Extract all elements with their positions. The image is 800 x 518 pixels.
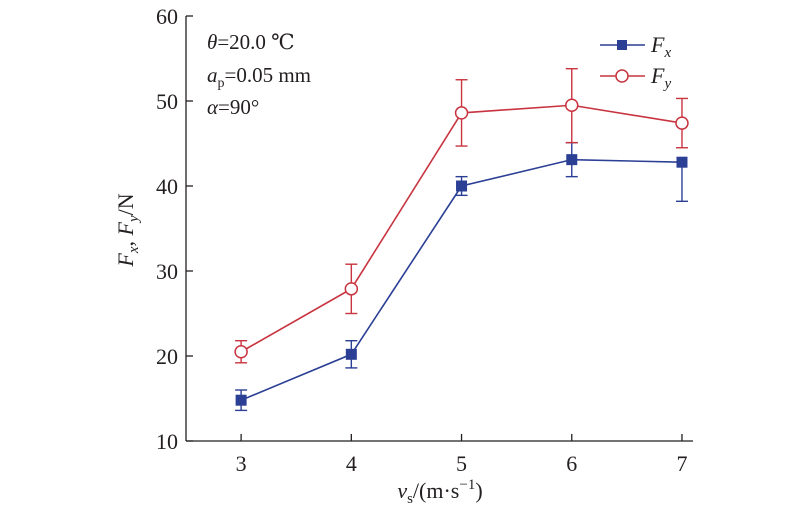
series-fx-point-2 — [456, 180, 468, 192]
annotation-angle: α=90° — [207, 95, 259, 119]
y-tick-label-0: 10 — [156, 429, 178, 454]
legend-fx-marker — [617, 40, 627, 50]
series-fy-point-2 — [454, 106, 469, 120]
series-fx-point-1 — [345, 348, 357, 360]
series-fy-point-0 — [234, 345, 248, 359]
x-tick-label-3: 6 — [566, 451, 577, 476]
series-fx-point-0 — [235, 394, 247, 406]
x-tick-label-1: 4 — [346, 451, 357, 476]
x-ticks: 3 4 5 6 7 — [236, 434, 687, 476]
x-tick-label-0: 3 — [236, 451, 247, 476]
y-tick-label-2: 30 — [156, 259, 178, 284]
legend-item-fx: Fx — [600, 32, 671, 61]
series-fx — [235, 141, 688, 412]
y-tick-label-4: 50 — [156, 89, 178, 114]
legend-fx-label: Fx — [650, 32, 671, 61]
annotation-depth: ap=0.05 mm — [207, 63, 311, 91]
series-fx-point-4 — [676, 156, 688, 168]
y-axis-title: Fx, Fy/N — [113, 193, 142, 267]
series-fy-point-1 — [344, 282, 359, 296]
y-tick-label-3: 40 — [156, 174, 178, 199]
series-layer — [234, 67, 689, 412]
series-fy — [234, 67, 689, 364]
x-axis-title: vs/(m·s−1) — [397, 477, 482, 507]
axes-frame — [185, 16, 693, 442]
y-tick-label-1: 20 — [156, 344, 178, 369]
y-tick-label-5: 60 — [156, 4, 178, 29]
x-tick-label-4: 7 — [676, 451, 687, 476]
legend: Fx Fy — [600, 32, 671, 92]
x-tick-label-2: 5 — [456, 451, 467, 476]
legend-fy-label: Fy — [650, 63, 671, 92]
annotation-block: θ=20.0 ℃ ap=0.05 mm α=90° — [207, 30, 311, 119]
y-ticks: 10 20 30 40 50 60 — [156, 4, 193, 454]
series-fx-point-3 — [566, 154, 578, 166]
legend-item-fy: Fy — [600, 63, 671, 92]
annotation-temperature: θ=20.0 ℃ — [207, 30, 295, 54]
series-fx-errorbar-4 — [675, 162, 688, 203]
series-fy-point-4 — [675, 116, 689, 130]
legend-fy-marker — [615, 69, 629, 83]
series-fy-point-3 — [565, 98, 579, 112]
